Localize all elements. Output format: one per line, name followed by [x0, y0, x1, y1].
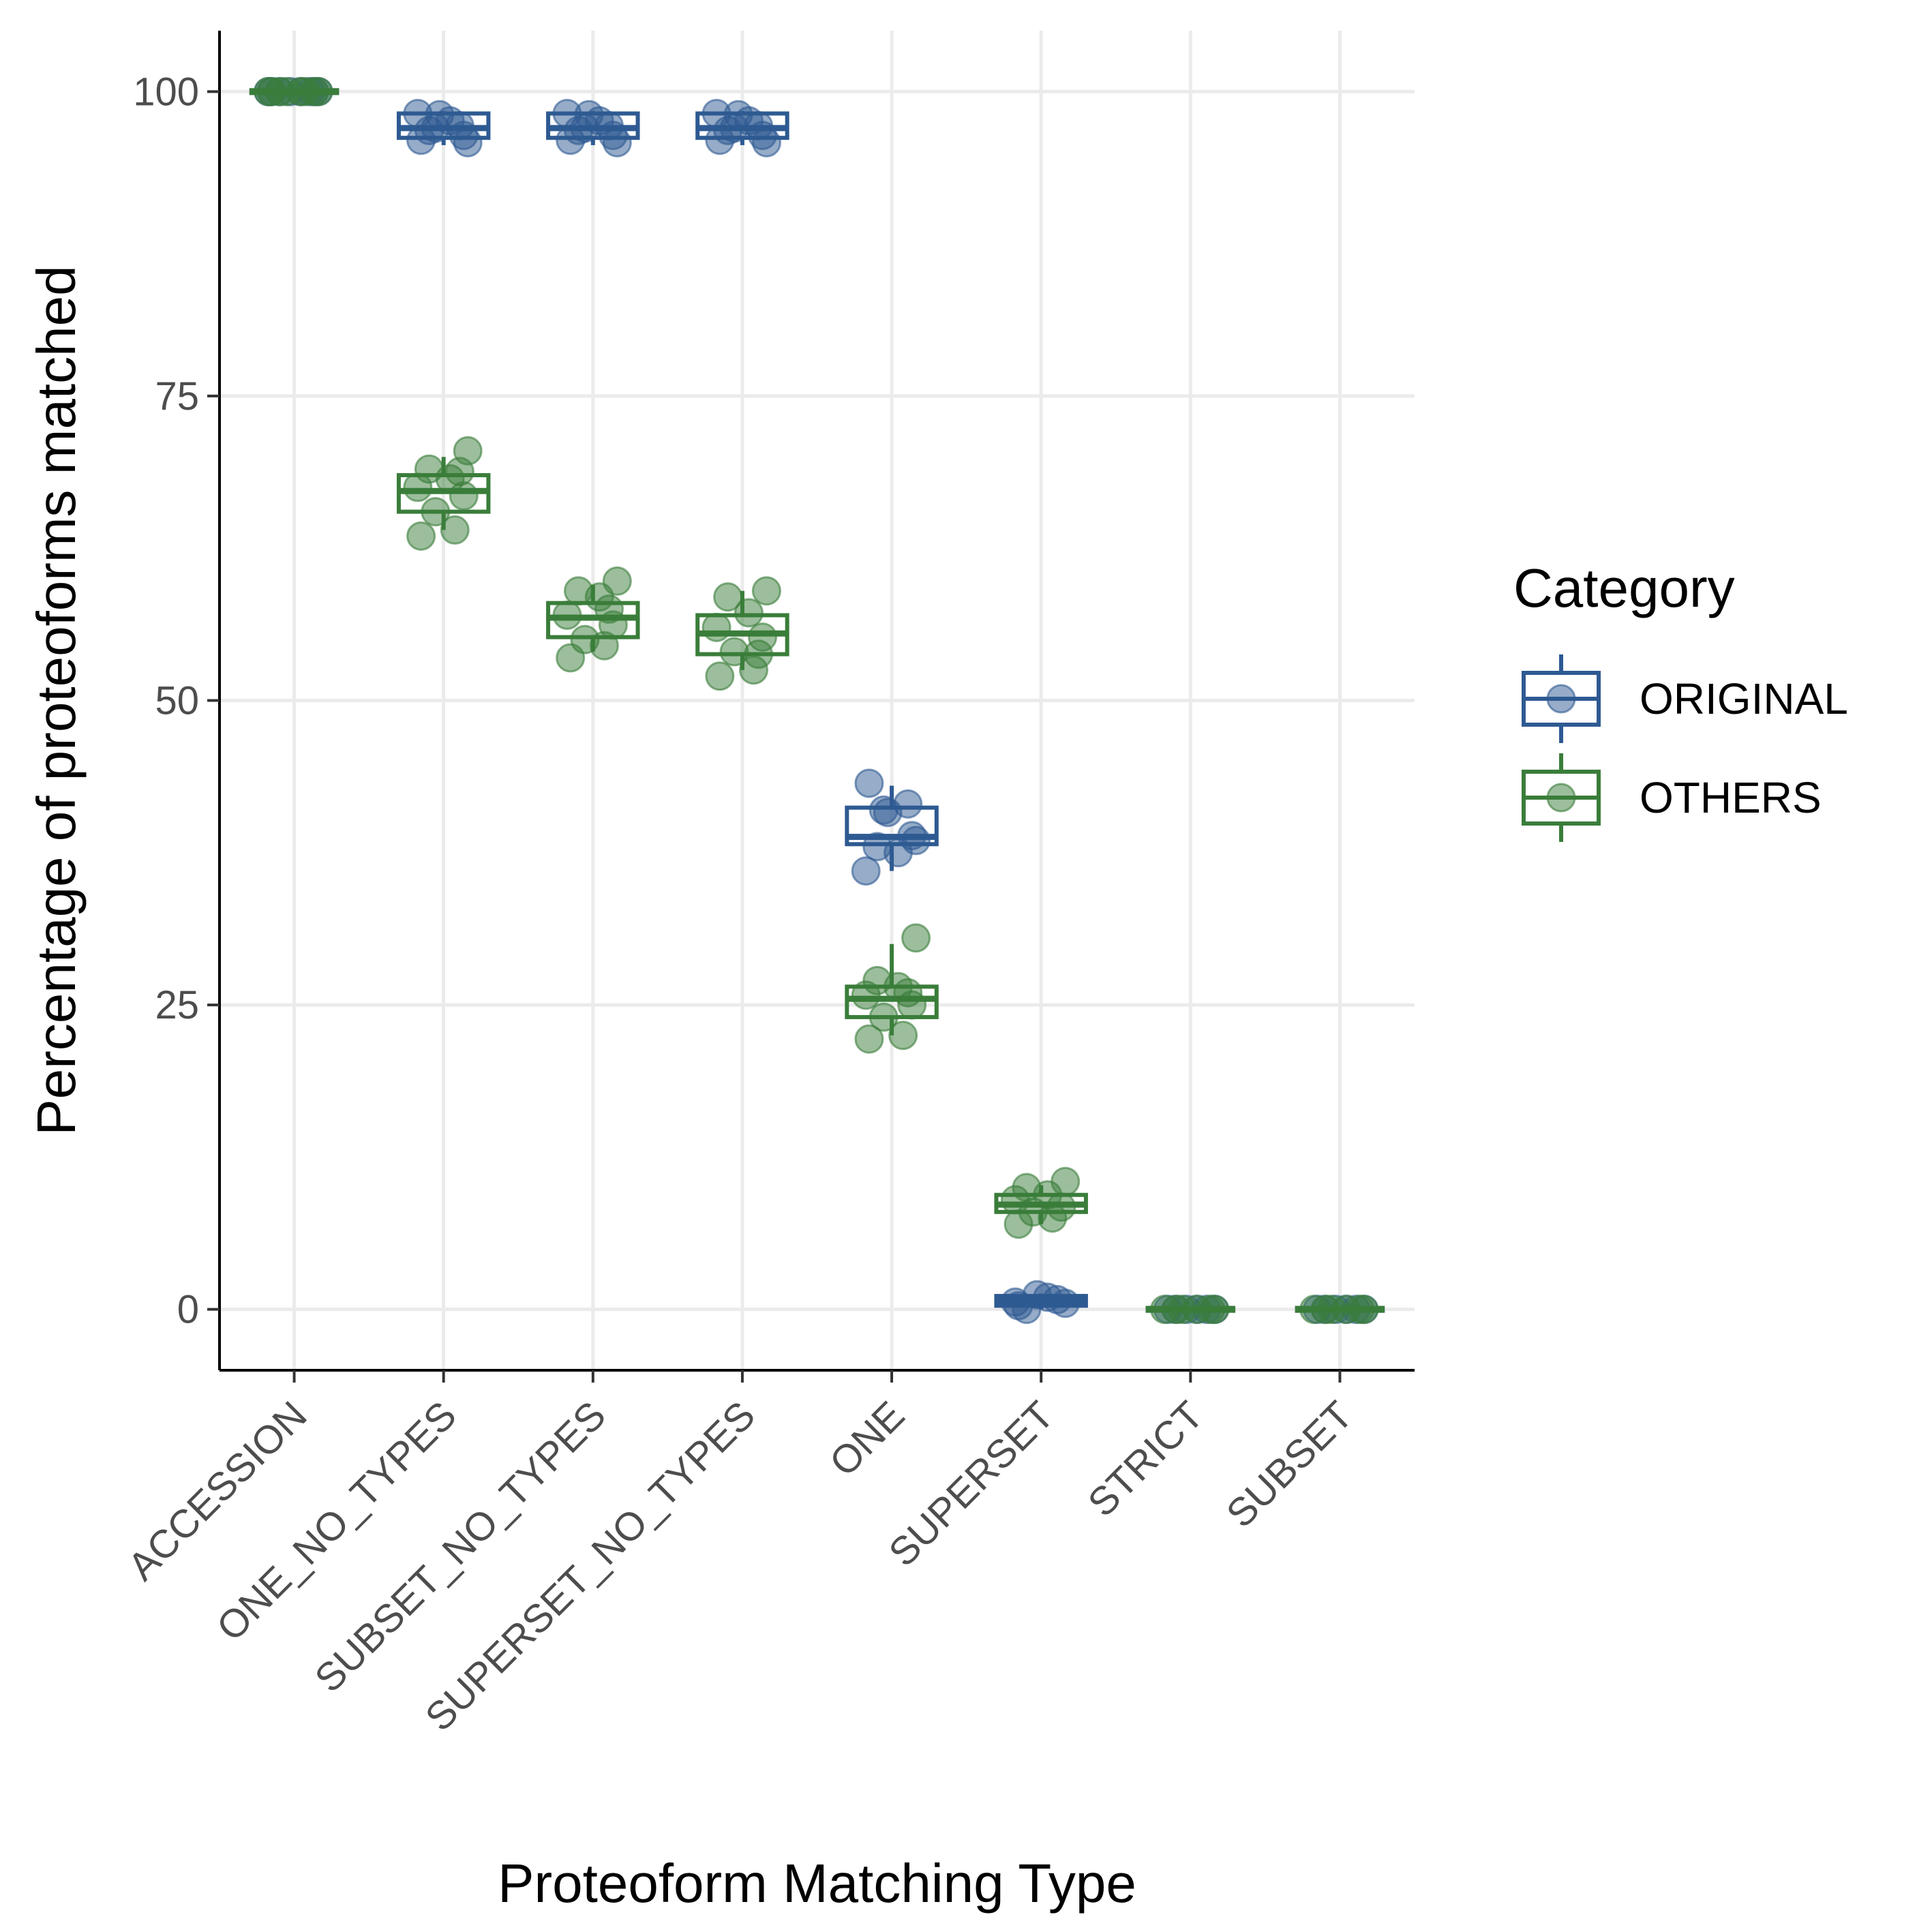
data-point: [440, 515, 470, 545]
data-point: [290, 76, 320, 106]
data-point: [1167, 1295, 1197, 1325]
box-others-one_no_types: [396, 436, 491, 551]
data-point: [734, 598, 764, 628]
y-tick-label: 100: [133, 70, 199, 114]
data-point: [854, 1024, 884, 1054]
data-point: [705, 661, 735, 691]
legend-title: Category: [1513, 558, 1735, 618]
data-point: [897, 821, 927, 851]
box-others-subset_no_types: [546, 566, 640, 673]
data-point: [888, 1021, 918, 1051]
data-point: [854, 768, 884, 798]
data-point: [893, 978, 923, 1008]
box-others-superset_no_types: [695, 576, 789, 691]
box-original-one: [845, 768, 939, 886]
legend-label: OTHERS: [1640, 773, 1822, 822]
data-point: [869, 1002, 899, 1032]
legend-label: ORIGINAL: [1640, 674, 1848, 723]
x-tick-label: SUBSET: [1218, 1393, 1361, 1536]
data-point: [598, 121, 628, 151]
data-point: [406, 521, 436, 551]
y-tick-label: 50: [155, 679, 199, 723]
box-others-accession: [249, 76, 339, 106]
data-point: [744, 639, 774, 669]
data-point: [403, 472, 433, 502]
data-point: [719, 113, 749, 143]
data-point: [1003, 1209, 1033, 1239]
data-point: [751, 576, 781, 606]
data-point: [256, 76, 286, 106]
data-point: [701, 612, 731, 642]
y-tick-label: 75: [155, 374, 199, 419]
box-others-superset: [994, 1166, 1088, 1239]
data-point: [589, 631, 619, 661]
y-tick-label: 25: [155, 983, 199, 1027]
data-point: [449, 121, 479, 151]
box-original-superset: [994, 1280, 1088, 1325]
box-original-subset_no_types: [546, 98, 640, 157]
data-point: [1000, 1287, 1030, 1317]
data-point: [713, 582, 743, 612]
legend-key-original: ORIGINAL: [1522, 654, 1848, 743]
data-point: [1038, 1203, 1068, 1233]
x-tick-label: SUBSET_NO_TYPES: [306, 1393, 614, 1701]
legend: Category ORIGINAL OTHERS: [1513, 558, 1848, 842]
data-point: [421, 497, 451, 527]
data-point: [869, 795, 899, 825]
legend-key-point: [1546, 684, 1576, 714]
grid: [220, 31, 1415, 1370]
data-point: [1317, 1295, 1347, 1325]
data-point: [556, 643, 586, 673]
axes: 0255075100ACCESSIONONE_NO_TYPESSUBSET_NO…: [119, 31, 1415, 1740]
data-point: [1345, 1295, 1375, 1325]
x-tick-label: ONE: [821, 1393, 913, 1485]
box-others-subset: [1295, 1295, 1385, 1325]
box-original-superset_no_types: [695, 98, 789, 157]
data-point: [449, 481, 479, 511]
data-point: [1196, 1295, 1226, 1325]
data-point: [594, 594, 624, 624]
data-point: [851, 980, 881, 1010]
legend-key-others: OTHERS: [1522, 753, 1822, 842]
box-original-one_no_types: [396, 98, 491, 157]
data-point: [444, 457, 474, 487]
y-tick-label: 0: [177, 1288, 199, 1332]
plot-marks: [249, 76, 1385, 1325]
box-others-one: [845, 923, 939, 1054]
data-point: [748, 121, 778, 151]
y-axis-title: Percentage of proteoforms matched: [26, 265, 87, 1135]
x-tick-label: STRICT: [1079, 1393, 1211, 1525]
legend-key-point: [1546, 783, 1576, 813]
box-others-strict: [1145, 1295, 1236, 1325]
x-axis-title: Proteoform Matching Type: [498, 1853, 1136, 1914]
data-point: [552, 600, 582, 630]
data-point: [1033, 1282, 1063, 1312]
data-point: [421, 113, 451, 143]
data-point: [851, 856, 881, 886]
data-point: [570, 113, 600, 143]
data-point: [901, 923, 931, 953]
